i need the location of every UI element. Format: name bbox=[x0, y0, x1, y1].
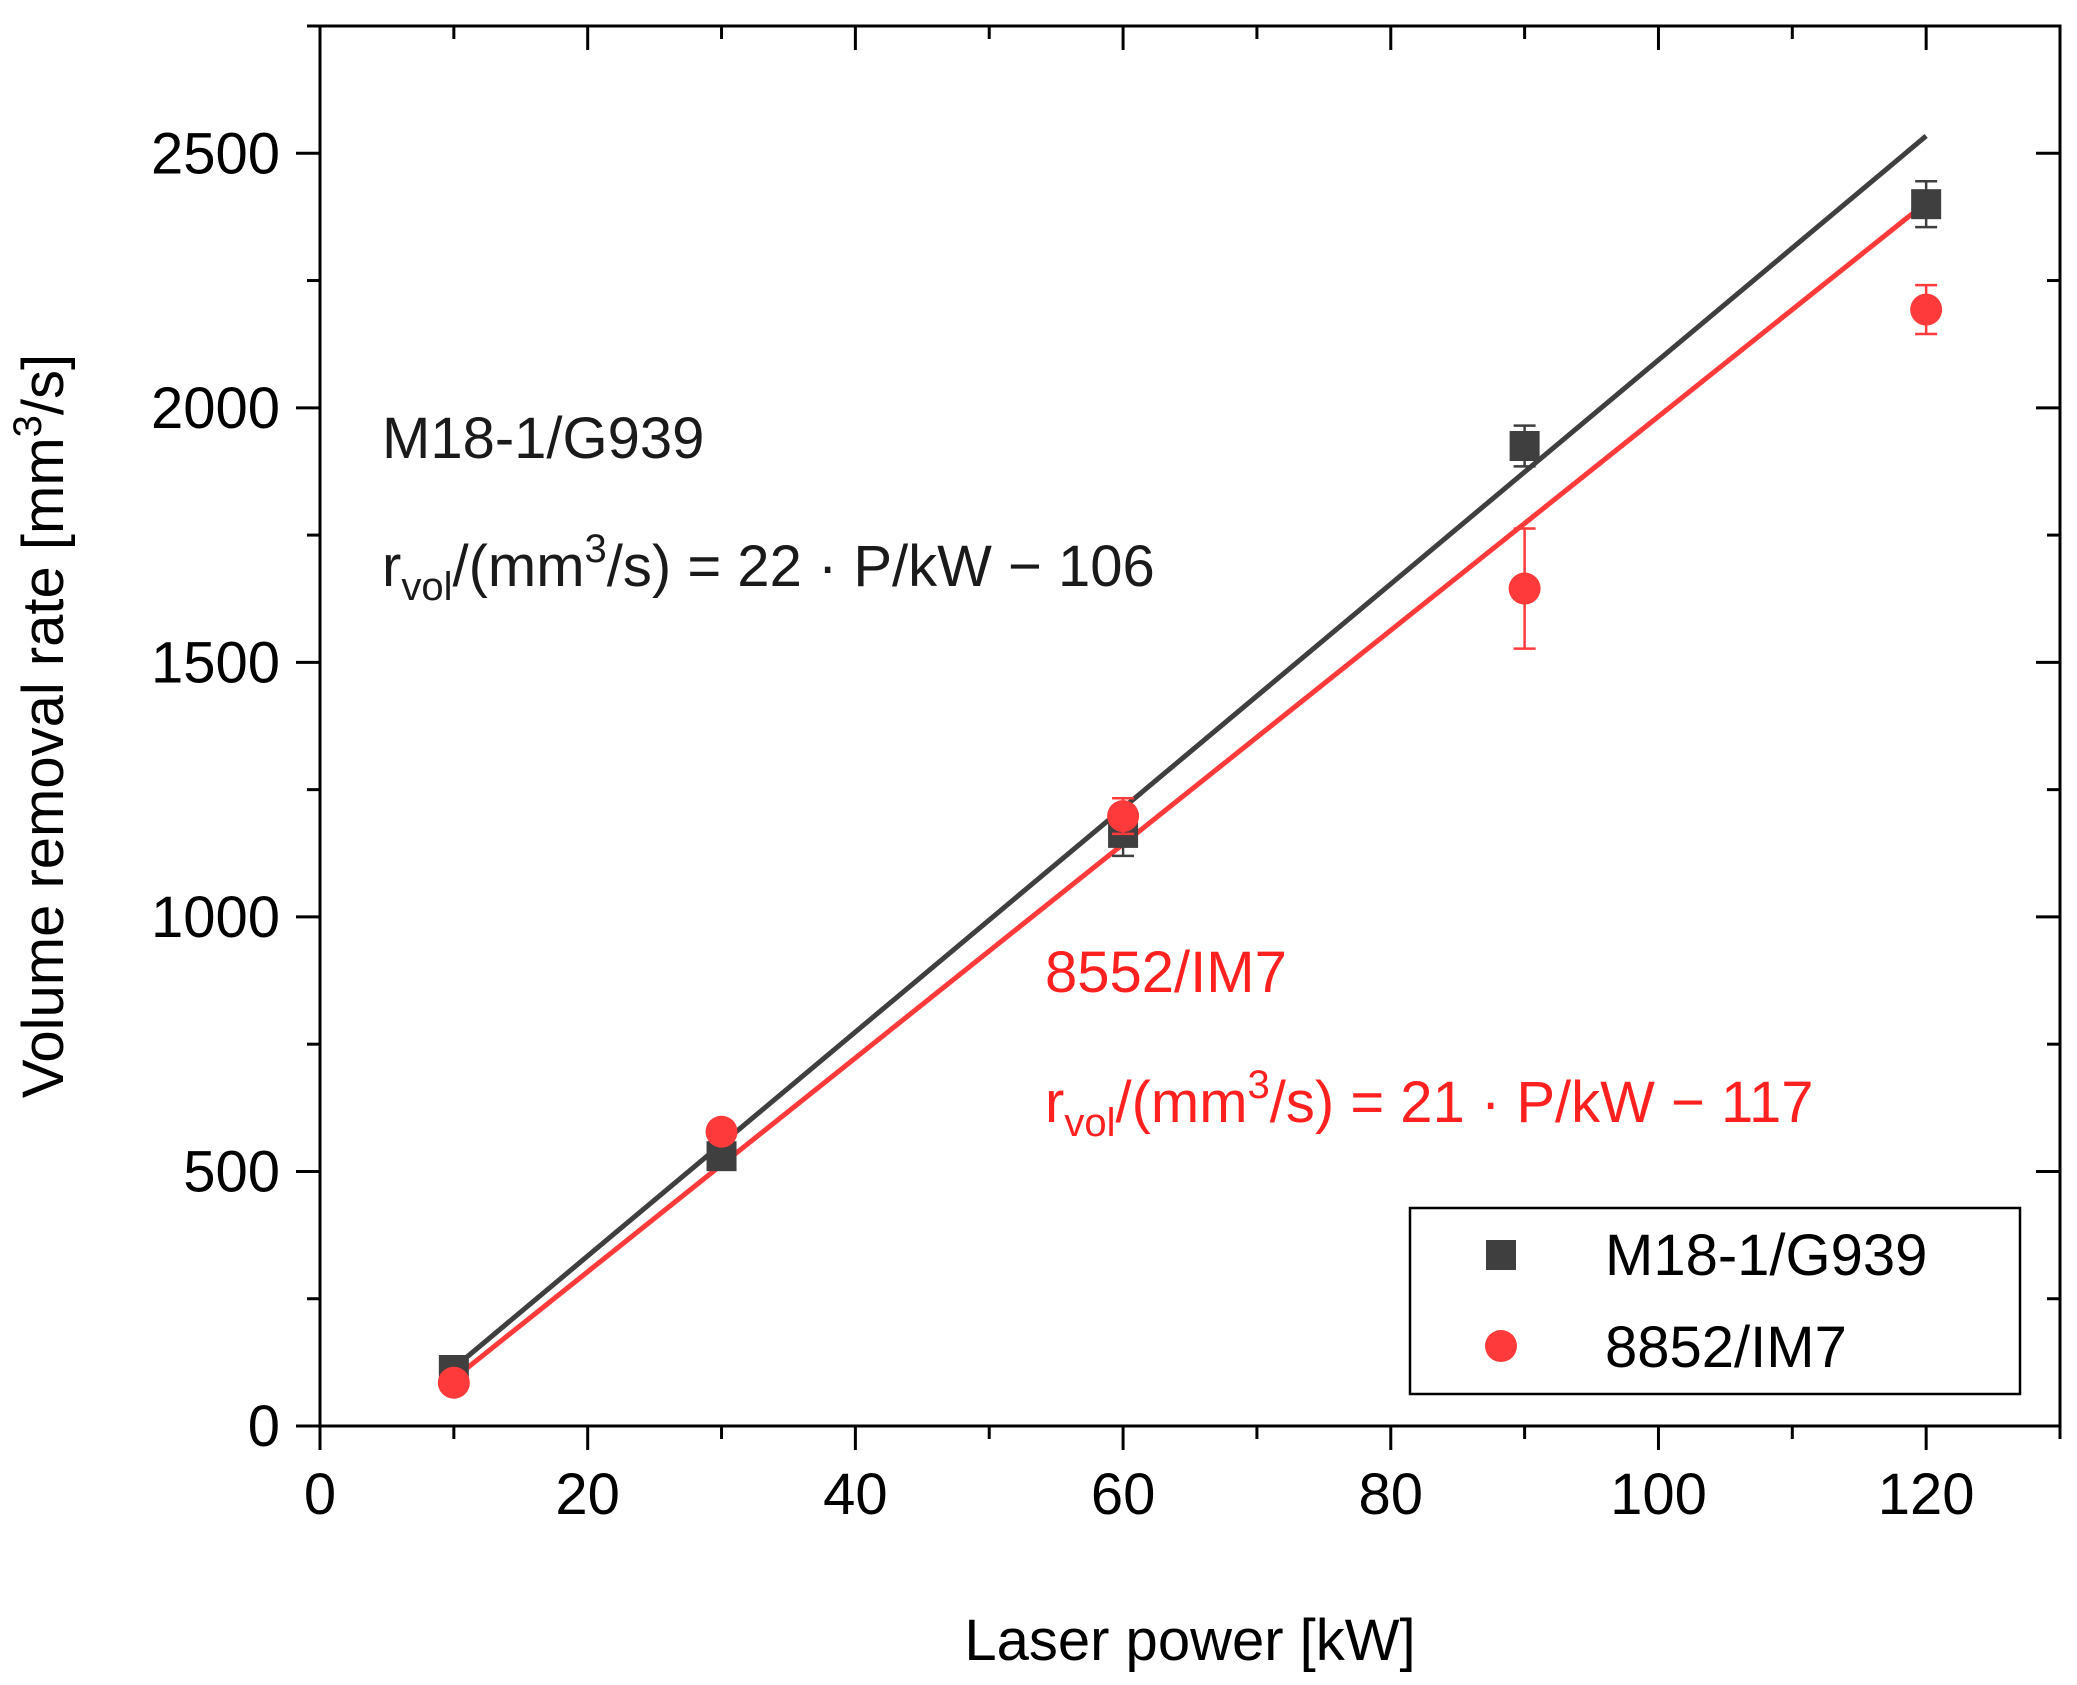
data-point-8852 bbox=[437, 1366, 470, 1399]
annotation-m18-eq-rest: /s) = 22 · P/kW − 106 bbox=[607, 534, 1155, 599]
x-axis-title: Laser power [kW] bbox=[964, 1608, 1415, 1673]
x-tick-label: 100 bbox=[1610, 1462, 1707, 1527]
annotation-m18-equation: rvol/(mm3/s) = 22 · P/kW − 106 bbox=[382, 527, 1155, 609]
data-point-8852 bbox=[1508, 572, 1541, 605]
data-point-m18 bbox=[1911, 189, 1942, 220]
x-tick-label: 40 bbox=[823, 1462, 888, 1527]
annotation-m18: M18-1/G939 rvol/(mm3/s) = 22 · P/kW − 10… bbox=[382, 406, 1155, 609]
data-point-8852 bbox=[1107, 800, 1140, 833]
data-point-m18 bbox=[1509, 431, 1540, 461]
annotation-m18-title: M18-1/G939 bbox=[382, 406, 704, 471]
x-tick-label: 120 bbox=[1878, 1462, 1975, 1527]
legend-box bbox=[1408, 1206, 2022, 1396]
y-axis-title: Volume removal rate [mm3/s] bbox=[6, 354, 76, 1098]
y-tick-label: 0 bbox=[248, 1394, 280, 1459]
annotation-8552-eq-rest: /s) = 21 · P/kW − 117 bbox=[1270, 1070, 1814, 1135]
y-tick-label: 2500 bbox=[151, 121, 280, 186]
y-tick-label: 1000 bbox=[151, 885, 280, 950]
data-points bbox=[437, 180, 1943, 1399]
data-point-8852 bbox=[705, 1115, 738, 1148]
y-tick-label: 1500 bbox=[151, 630, 280, 695]
y-axis-title-end: /s] bbox=[11, 354, 76, 415]
annotation-m18-eq-r: r bbox=[382, 534, 401, 599]
x-tick-label: 0 bbox=[304, 1462, 336, 1527]
y-axis-title-main: Volume removal rate [mm bbox=[11, 437, 76, 1098]
annotation-8552-eq-mid: /(mm bbox=[1115, 1070, 1247, 1135]
x-tick-label: 20 bbox=[555, 1462, 620, 1527]
axis-ticks: 0 20 40 60 80 100 120 0 500 1000 1500 2000 2500 bbox=[151, 24, 2062, 1527]
y-tick-label: 2000 bbox=[151, 376, 280, 441]
legend-marker-8852 bbox=[1485, 1330, 1517, 1362]
y-axis-title-sup: 3 bbox=[6, 415, 50, 437]
data-point-8852 bbox=[1910, 293, 1943, 326]
annotation-8552-equation: rvol/(mm3/s) = 21 · P/kW − 117 bbox=[1045, 1063, 1813, 1145]
annotation-8552-title: 8552/IM7 bbox=[1045, 940, 1287, 1005]
y-tick-label: 500 bbox=[183, 1139, 280, 1204]
fit-line-m18 bbox=[452, 134, 1928, 1370]
fit-lines bbox=[452, 134, 1928, 1381]
annotation-8552-eq-sup: 3 bbox=[1248, 1063, 1270, 1107]
plot-frame bbox=[318, 24, 2062, 1428]
fit-line-8852 bbox=[452, 200, 1928, 1381]
annotation-m18-eq-sup: 3 bbox=[585, 527, 607, 571]
annotation-8552: 8552/IM7 rvol/(mm3/s) = 21 · P/kW − 117 bbox=[1045, 940, 1813, 1145]
annotation-8552-eq-r: r bbox=[1045, 1070, 1064, 1135]
legend: M18-1/G939 8852/IM7 bbox=[1408, 1206, 2022, 1396]
legend-marker-m18 bbox=[1486, 1240, 1516, 1270]
legend-label-m18: M18-1/G939 bbox=[1605, 1223, 1927, 1288]
x-tick-label: 80 bbox=[1359, 1462, 1424, 1527]
annotation-m18-eq-sub: vol bbox=[401, 565, 452, 609]
x-tick-label: 60 bbox=[1091, 1462, 1156, 1527]
legend-label-8852: 8852/IM7 bbox=[1605, 1315, 1847, 1380]
annotation-8552-eq-sub: vol bbox=[1064, 1101, 1115, 1145]
annotation-m18-eq-mid: /(mm bbox=[452, 534, 584, 599]
